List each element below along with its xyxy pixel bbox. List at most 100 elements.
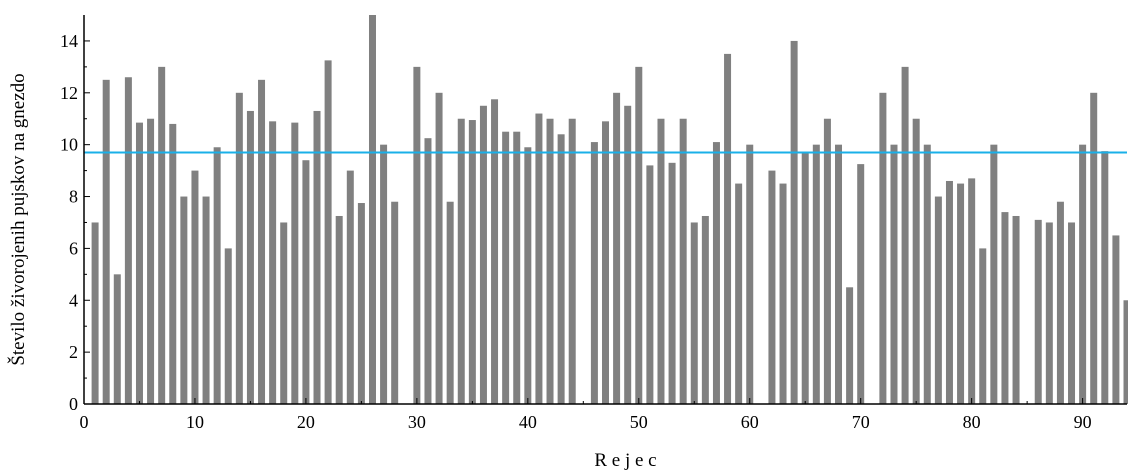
bar [246, 110, 254, 404]
bar [368, 15, 376, 404]
bar [224, 248, 232, 404]
bar [635, 66, 643, 404]
bar [1034, 219, 1042, 404]
bar [479, 105, 487, 405]
bar [668, 162, 676, 404]
x-tick-label: 30 [408, 412, 426, 432]
bar [1112, 235, 1120, 404]
y-tick-label: 12 [60, 83, 78, 103]
bar [712, 142, 720, 404]
y-tick-label: 2 [69, 342, 78, 362]
bar [646, 165, 654, 404]
bar [857, 164, 865, 404]
bar [302, 160, 310, 404]
bar [380, 144, 388, 404]
bar [535, 113, 543, 405]
bar [491, 99, 499, 405]
bar [135, 122, 143, 404]
bar [768, 170, 776, 404]
x-ticks-group: 0 10 20 30 40 50 60 70 80 90 [80, 398, 1092, 432]
x-tick-label: 80 [963, 412, 981, 432]
bar [335, 215, 343, 404]
bar [468, 120, 476, 404]
bar [1068, 222, 1076, 404]
bar [124, 77, 132, 405]
bar [1045, 222, 1053, 404]
y-tick-label: 6 [69, 238, 78, 258]
y-tick-label: 4 [69, 290, 78, 310]
bar [147, 118, 155, 404]
bar [357, 203, 365, 404]
bar [269, 121, 277, 405]
bar [391, 201, 399, 404]
bar [1101, 151, 1109, 404]
bar [158, 66, 166, 404]
x-axis-title: R e j e c [594, 450, 656, 471]
bar [1079, 144, 1087, 404]
bar [602, 121, 609, 405]
bar [735, 183, 743, 404]
bar [613, 92, 621, 405]
x-tick-label: 60 [741, 412, 759, 432]
bar [945, 180, 953, 404]
bar [1123, 300, 1128, 404]
y-tick-label: 10 [60, 135, 78, 155]
bar [568, 118, 576, 404]
bar [846, 287, 854, 404]
bar [835, 144, 843, 404]
bar [213, 147, 221, 404]
bar [180, 196, 188, 404]
bar [1056, 201, 1064, 404]
bar [524, 147, 532, 404]
bar [724, 53, 732, 405]
bar [968, 178, 976, 404]
bar [901, 66, 909, 404]
bar [346, 170, 354, 404]
bar [235, 92, 243, 405]
bar [934, 196, 942, 404]
bar [91, 222, 99, 404]
bar [912, 118, 920, 404]
bar [624, 105, 632, 405]
bar [890, 144, 898, 404]
bar [457, 118, 465, 404]
axes-group: 0 2 4 6 8 10 12 14 0 10 20 30 40 50 60 70 80 90 [60, 15, 1127, 432]
bar [746, 144, 754, 404]
y-tick-label: 0 [69, 394, 78, 414]
bar [990, 144, 998, 404]
bar [113, 274, 121, 404]
bar [557, 134, 565, 404]
bar [812, 144, 820, 404]
x-tick-label: 40 [519, 412, 537, 432]
bar [546, 118, 554, 404]
bar [679, 118, 687, 404]
bar [291, 122, 299, 404]
bar [313, 110, 321, 404]
bar [1012, 215, 1020, 404]
x-tick-label: 50 [630, 412, 648, 432]
bar [280, 222, 288, 404]
bar [701, 215, 709, 404]
bar [879, 92, 887, 405]
bar [324, 60, 332, 405]
bar [1090, 92, 1098, 405]
bar [502, 131, 510, 404]
y-tick-label: 8 [69, 187, 78, 207]
bar [957, 183, 965, 404]
bar [424, 138, 432, 404]
bar [801, 152, 809, 404]
bar [923, 144, 931, 404]
bars-group [91, 15, 1128, 405]
y-tick-label: 14 [60, 31, 78, 51]
bar [258, 79, 266, 404]
x-tick-label: 20 [297, 412, 315, 432]
y-axis-title: Število živorojenih pujskov na gnezdo [7, 73, 29, 365]
x-tick-label: 90 [1074, 412, 1092, 432]
x-tick-label: 10 [186, 412, 204, 432]
bar [191, 170, 199, 404]
bar [1001, 212, 1009, 404]
bar [202, 196, 210, 404]
bar [657, 118, 665, 404]
bar [979, 248, 987, 404]
